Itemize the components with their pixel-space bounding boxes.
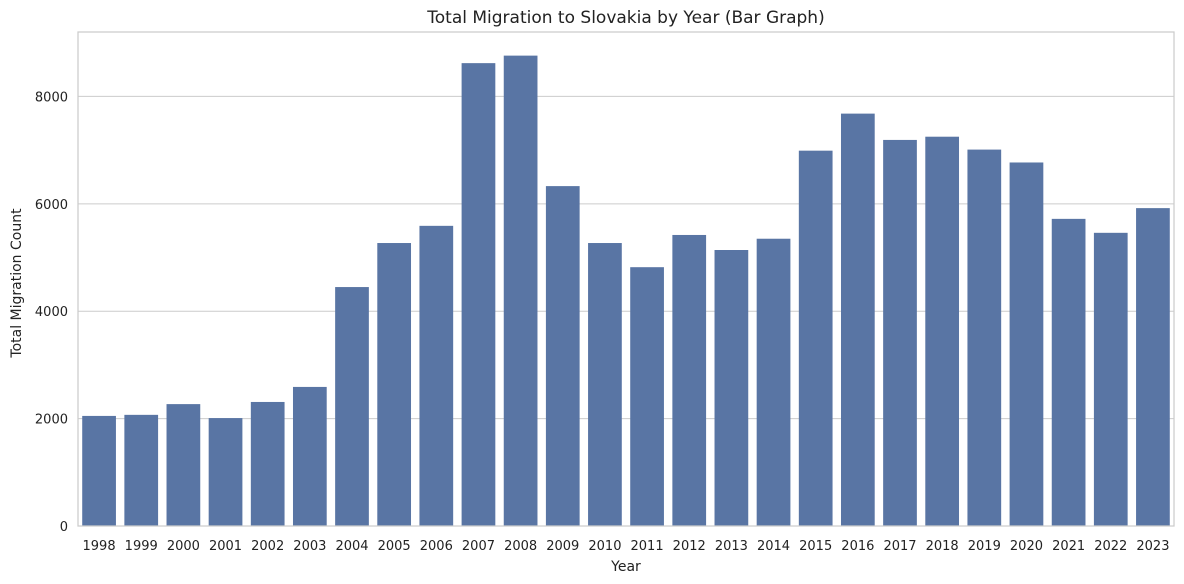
plot-frame (77, 31, 1175, 527)
x-tick-label: 1998 (83, 539, 116, 554)
x-tick-label: 2006 (420, 539, 453, 554)
x-tick-label: 2015 (799, 539, 832, 554)
x-tick-label: 2004 (335, 539, 368, 554)
x-axis-ticks: 1998 1999 2000 2001 2002 2003 2004 2005 2006 2007… (83, 539, 1170, 554)
x-tick-label: 2022 (1094, 539, 1127, 554)
bar-2001 (208, 418, 243, 526)
bar-1998 (82, 415, 116, 526)
bar-2015 (798, 150, 833, 526)
x-tick-label: 2023 (1136, 539, 1169, 554)
x-tick-label: 2010 (588, 539, 621, 554)
bar-2018 (925, 136, 960, 526)
x-axis-label: Year (610, 559, 641, 575)
x-tick-label: 2001 (209, 539, 242, 554)
y-tick-label: 6000 (35, 198, 68, 213)
x-tick-label: 2017 (883, 539, 916, 554)
bar-2010 (588, 243, 622, 526)
bar-2021 (1051, 218, 1086, 526)
x-tick-label: 1999 (125, 539, 158, 554)
y-tick-label: 2000 (35, 413, 68, 428)
x-tick-label: 2005 (378, 539, 411, 554)
bars-layer (82, 55, 1170, 527)
x-tick-label: 2013 (715, 539, 748, 554)
x-tick-label: 2012 (673, 539, 706, 554)
y-tick-label: 4000 (35, 305, 68, 320)
y-tick-label: 8000 (35, 90, 68, 105)
bar-1999 (124, 414, 159, 526)
bar-2019 (967, 149, 1002, 526)
bar-2023 (1136, 208, 1170, 526)
bar-2003 (292, 386, 327, 526)
y-tick-label: 0 (60, 520, 68, 535)
x-tick-label: 2019 (968, 539, 1001, 554)
x-tick-label: 2007 (462, 539, 495, 554)
bar-2011 (630, 267, 664, 526)
bar-2009 (545, 186, 580, 527)
bar-2005 (377, 243, 412, 526)
bar-2006 (419, 225, 454, 526)
bar-2020 (1009, 162, 1044, 526)
bar-2017 (883, 139, 917, 526)
x-tick-label: 2011 (631, 539, 664, 554)
bar-2012 (672, 234, 707, 527)
chart-title: Total Migration to Slovakia by Year (Bar… (426, 8, 824, 28)
bar-2013 (714, 250, 749, 527)
bar-2002 (250, 401, 285, 526)
bar-2007 (461, 63, 496, 526)
x-tick-label: 2002 (251, 539, 284, 554)
bar-2008 (503, 55, 538, 526)
bar-2016 (840, 113, 875, 526)
x-tick-label: 2016 (841, 539, 874, 554)
bar-2004 (335, 287, 369, 526)
x-tick-label: 2008 (504, 539, 537, 554)
bar-2022 (1093, 232, 1128, 527)
x-tick-label: 2003 (293, 539, 326, 554)
x-tick-label: 2020 (1010, 539, 1043, 554)
bar-2000 (166, 404, 201, 526)
y-axis-label: Total Migration Count (9, 208, 25, 359)
y-axis-ticks: 0 2000 4000 6000 8000 (35, 90, 68, 535)
x-tick-label: 2000 (167, 539, 200, 554)
x-tick-label: 2014 (757, 539, 790, 554)
bar-2014 (756, 238, 791, 526)
x-tick-label: 2021 (1052, 539, 1085, 554)
x-tick-label: 2009 (546, 539, 579, 554)
x-tick-label: 2018 (926, 539, 959, 554)
